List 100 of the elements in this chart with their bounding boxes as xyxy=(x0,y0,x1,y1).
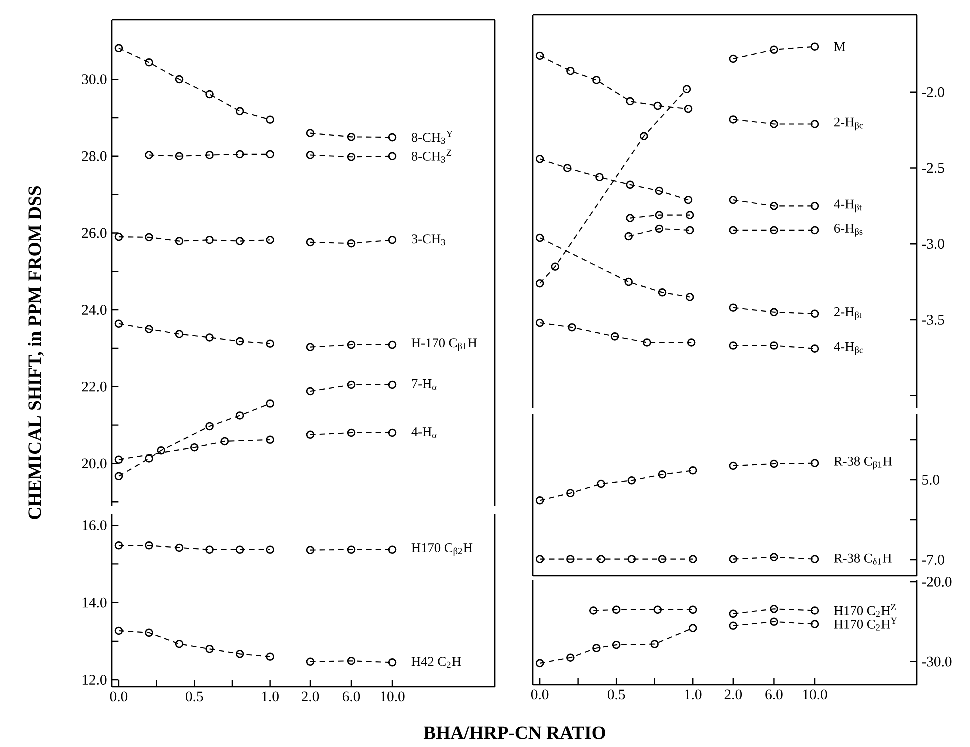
point xyxy=(306,151,315,160)
point xyxy=(536,496,544,505)
y-tick-label: -30.0 xyxy=(922,656,952,667)
point xyxy=(175,152,184,161)
point xyxy=(729,462,738,470)
point xyxy=(306,387,315,396)
point xyxy=(347,340,356,350)
series-label: H170 C$_{β2}$H xyxy=(412,543,473,556)
point xyxy=(388,428,397,438)
y-tick-label: -3.5 xyxy=(922,315,944,325)
point xyxy=(236,237,244,246)
y-tick-label: 28.0 xyxy=(82,151,107,162)
point xyxy=(266,652,274,662)
point xyxy=(597,555,606,564)
point xyxy=(236,650,244,658)
point xyxy=(145,233,154,242)
point xyxy=(114,232,124,242)
point xyxy=(347,380,356,390)
y-tick-label: 5.0 xyxy=(922,475,940,485)
point xyxy=(157,446,166,455)
point xyxy=(388,236,397,244)
point xyxy=(655,224,664,234)
point xyxy=(175,330,184,338)
point xyxy=(114,542,124,550)
series-label: R-38 C$_{β1}$H xyxy=(834,456,892,470)
point xyxy=(388,133,397,142)
point xyxy=(626,97,634,106)
point xyxy=(566,67,575,76)
series-label: 2-H$_{βc}$ xyxy=(834,118,864,131)
point xyxy=(145,325,154,334)
point xyxy=(729,555,738,564)
point xyxy=(347,428,356,438)
point xyxy=(626,214,634,222)
point xyxy=(640,132,648,141)
point xyxy=(563,164,572,172)
point xyxy=(650,640,659,648)
series-label: 8-CH$_{3}$Y xyxy=(412,131,453,144)
point xyxy=(729,226,738,235)
point xyxy=(536,234,544,242)
point xyxy=(810,344,820,353)
point xyxy=(347,239,356,248)
point xyxy=(206,151,214,160)
point xyxy=(770,202,778,210)
x-tick-label: 6.0 xyxy=(342,692,360,702)
point xyxy=(658,288,667,297)
point xyxy=(686,226,694,235)
point xyxy=(306,430,315,440)
point xyxy=(145,542,154,550)
point xyxy=(175,237,184,246)
point xyxy=(175,640,184,648)
series-label: R-38 C$_{δ1}$H xyxy=(834,554,892,565)
point xyxy=(266,546,274,554)
point xyxy=(536,659,544,668)
point xyxy=(729,610,738,618)
point xyxy=(206,546,214,554)
point xyxy=(770,460,778,468)
y-tick-label: 30.0 xyxy=(82,74,107,85)
y-tick-label: -2.0 xyxy=(922,87,944,98)
point xyxy=(566,555,575,564)
x-tick-label: 2.0 xyxy=(302,692,320,702)
point xyxy=(624,232,633,241)
point xyxy=(536,318,544,328)
point xyxy=(266,116,274,124)
point xyxy=(729,196,738,204)
point xyxy=(236,412,244,420)
point xyxy=(729,116,738,124)
y-tick-label: 16.0 xyxy=(82,520,107,531)
y-tick-label: 14.0 xyxy=(82,598,107,608)
point xyxy=(266,340,274,348)
point xyxy=(206,90,214,99)
point xyxy=(190,443,199,452)
x-tick-label: 10.0 xyxy=(380,692,405,702)
point xyxy=(206,645,214,654)
point xyxy=(347,133,356,142)
series-label: M xyxy=(834,42,846,52)
y-tick-label: -7.0 xyxy=(922,555,944,565)
x-tick-label: 0.0 xyxy=(110,692,128,702)
point xyxy=(770,342,778,350)
point xyxy=(810,120,820,128)
point xyxy=(347,153,356,162)
point xyxy=(810,42,820,51)
series-label: H42 C$_{2}$H xyxy=(412,657,462,668)
point xyxy=(114,472,124,481)
point xyxy=(206,236,214,244)
point xyxy=(688,466,698,475)
series-label: 4-H$_{βc}$ xyxy=(834,342,864,356)
y-tick-label: 20.0 xyxy=(82,458,107,469)
point xyxy=(536,52,544,60)
point xyxy=(686,293,694,302)
point xyxy=(568,323,576,332)
point xyxy=(236,107,244,116)
point xyxy=(306,129,315,138)
series-label: 4-H$_{βt}$ xyxy=(834,200,862,213)
point xyxy=(628,476,636,485)
point xyxy=(624,278,633,286)
point xyxy=(612,640,621,650)
point xyxy=(643,338,652,347)
point xyxy=(236,337,244,346)
point xyxy=(236,546,244,554)
point xyxy=(388,152,397,161)
